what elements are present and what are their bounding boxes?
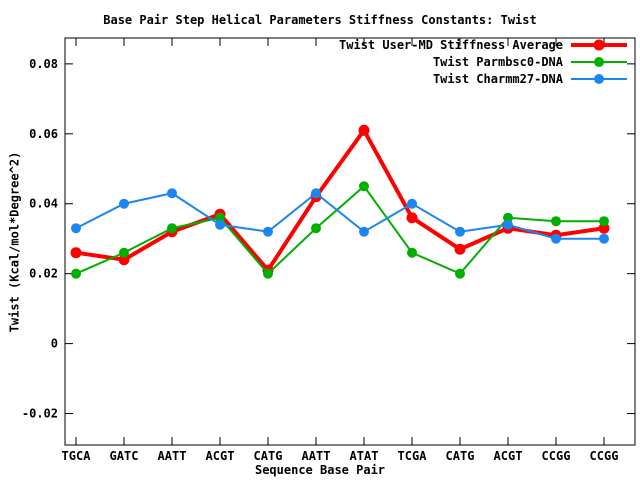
- data-point-series-2: [455, 226, 465, 237]
- data-point-series-1: [119, 247, 129, 258]
- y-tick-label: -0.02: [22, 407, 58, 421]
- data-point-series-0: [118, 254, 130, 266]
- y-tick-label: 0.08: [29, 57, 58, 71]
- x-tick-label: ACGT: [494, 449, 523, 463]
- series-line-0: [75, 126, 605, 274]
- data-point-series-1: [407, 247, 417, 258]
- x-tick-label: TGCA: [62, 449, 92, 463]
- data-point-series-1: [311, 223, 321, 234]
- data-point-series-0: [406, 212, 418, 224]
- data-point-series-1: [263, 268, 273, 279]
- series-line-2: [75, 191, 604, 240]
- data-point-series-2: [407, 198, 417, 209]
- data-point-series-2: [263, 226, 273, 237]
- data-point-series-0: [598, 222, 610, 234]
- data-point-series-1: [71, 268, 81, 279]
- y-tick-label: 0.06: [29, 127, 58, 141]
- data-point-series-2: [503, 219, 513, 230]
- x-tick-label: CATG: [254, 449, 283, 463]
- y-tick-label: 0.04: [29, 197, 58, 211]
- plot-border: [64, 37, 636, 446]
- data-point-series-1: [359, 181, 369, 192]
- data-point-series-2: [599, 233, 609, 244]
- data-point-series-0: [70, 247, 82, 259]
- y-tick-label: 0.02: [29, 267, 58, 281]
- legend-label-1: Twist Parmbsc0-DNA: [433, 55, 564, 69]
- legend-marker-2: [594, 74, 604, 84]
- data-point-series-2: [359, 226, 369, 237]
- x-tick-label: ATAT: [350, 449, 379, 463]
- legend-marker-0: [593, 39, 605, 51]
- data-point-series-2: [215, 219, 225, 230]
- data-point-series-2: [551, 233, 561, 244]
- data-point-series-1: [455, 268, 465, 279]
- x-tick-label: AATT: [302, 449, 331, 463]
- x-tick-label: ACGT: [206, 449, 235, 463]
- data-point-series-1: [167, 223, 177, 234]
- legend-label-2: Twist Charmm27-DNA: [433, 72, 564, 86]
- legend-marker-1: [594, 57, 604, 67]
- data-point-series-2: [311, 188, 321, 199]
- x-tick-label: AATT: [158, 449, 187, 463]
- data-point-series-2: [119, 198, 129, 209]
- data-point-series-2: [167, 188, 177, 199]
- data-point-series-1: [215, 212, 225, 223]
- legend-label-0: Twist User-MD Stiffness Average: [339, 38, 563, 52]
- data-point-series-1: [503, 212, 513, 223]
- data-point-series-1: [551, 216, 561, 227]
- x-tick-label: GATC: [110, 449, 139, 463]
- data-point-series-2: [71, 223, 81, 234]
- x-tick-label: CCGG: [542, 449, 571, 463]
- x-tick-label: TCGA: [398, 449, 428, 463]
- series-line-1: [75, 184, 604, 276]
- chart-title: Base Pair Step Helical Parameters Stiffn…: [103, 13, 537, 27]
- data-point-series-0: [454, 243, 466, 255]
- x-tick-label: CATG: [446, 449, 475, 463]
- x-axis-label: Sequence Base Pair: [254, 463, 386, 477]
- data-point-series-1: [599, 216, 609, 227]
- data-point-series-0: [358, 124, 370, 136]
- x-tick-label: CCGG: [590, 449, 619, 463]
- y-tick-label: 0: [51, 337, 58, 351]
